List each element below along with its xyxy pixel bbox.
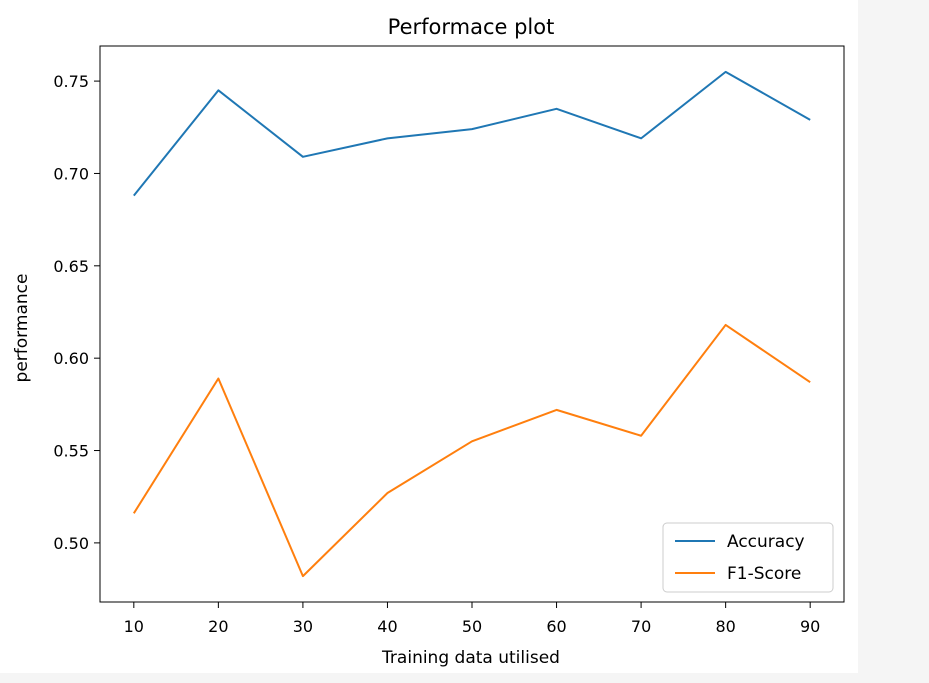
series-lines — [132, 70, 811, 578]
y-tick-label: 0.60 — [53, 349, 89, 368]
page-background-bottom — [0, 673, 929, 683]
x-tick-label: 40 — [377, 617, 397, 636]
legend: Accuracy F1-Score — [662, 522, 834, 593]
series-line-accuracy — [133, 70, 811, 197]
x-tick-label: 70 — [631, 617, 651, 636]
performance-line-chart: Performace plot 10 20 30 40 50 60 70 80 90 0.500… — [12, 15, 845, 668]
legend-label: Accuracy — [727, 532, 805, 552]
page-background-strip — [858, 0, 929, 683]
chart-title: Performace plot — [388, 15, 555, 39]
x-tick-label: 20 — [208, 617, 228, 636]
x-axis-label: Training data utilised — [381, 648, 560, 668]
x-tick-label: 30 — [293, 617, 313, 636]
legend-label: F1-Score — [727, 564, 801, 584]
y-tick-label: 0.50 — [53, 534, 89, 553]
x-tick-label: 10 — [124, 617, 144, 636]
x-axis: 10 20 30 40 50 60 70 80 90 — [124, 602, 820, 636]
y-tick-label: 0.55 — [53, 442, 89, 461]
x-tick-label: 90 — [800, 617, 820, 636]
y-tick-label: 0.70 — [53, 164, 89, 183]
y-tick-label: 0.75 — [53, 72, 89, 91]
y-tick-label: 0.65 — [53, 257, 89, 276]
y-axis-label: performance — [12, 274, 32, 383]
x-tick-label: 50 — [462, 617, 482, 636]
y-axis: 0.50 0.55 0.60 0.65 0.70 0.75 — [53, 72, 100, 553]
series-line-f1-score — [132, 323, 811, 578]
x-tick-label: 80 — [715, 617, 735, 636]
x-tick-label: 60 — [546, 617, 566, 636]
